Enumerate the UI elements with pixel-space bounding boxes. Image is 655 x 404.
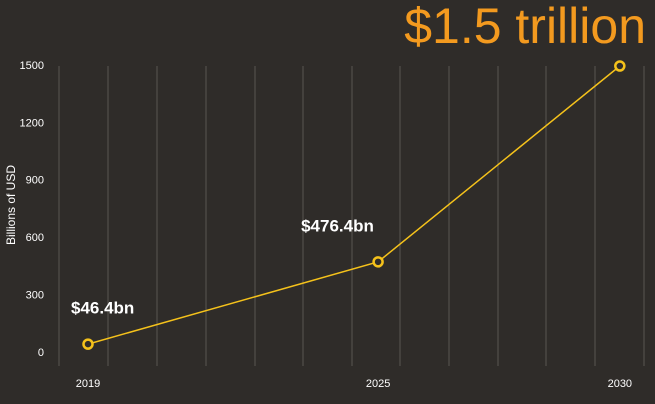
value-label: $476.4bn bbox=[301, 216, 374, 235]
x-tick-label: 2030 bbox=[608, 378, 632, 390]
data-point bbox=[372, 256, 384, 268]
data-point bbox=[82, 338, 94, 350]
y-tick-label: 1500 bbox=[20, 60, 44, 72]
y-axis-label: Billions of USD bbox=[4, 165, 18, 245]
data-point bbox=[614, 60, 626, 72]
y-tick-label: 1200 bbox=[20, 117, 44, 129]
y-tick-label: 600 bbox=[26, 232, 44, 244]
decorative-stripes bbox=[58, 66, 645, 366]
value-label: $46.4bn bbox=[71, 299, 134, 318]
y-tick-label: 900 bbox=[26, 175, 44, 187]
headline-value-label: $1.5 trillion bbox=[404, 0, 646, 54]
x-tick-label: 2019 bbox=[76, 378, 100, 390]
x-tick-label: 2025 bbox=[366, 378, 390, 390]
y-tick-label: 0 bbox=[38, 347, 44, 359]
y-tick-label: 300 bbox=[26, 290, 44, 302]
